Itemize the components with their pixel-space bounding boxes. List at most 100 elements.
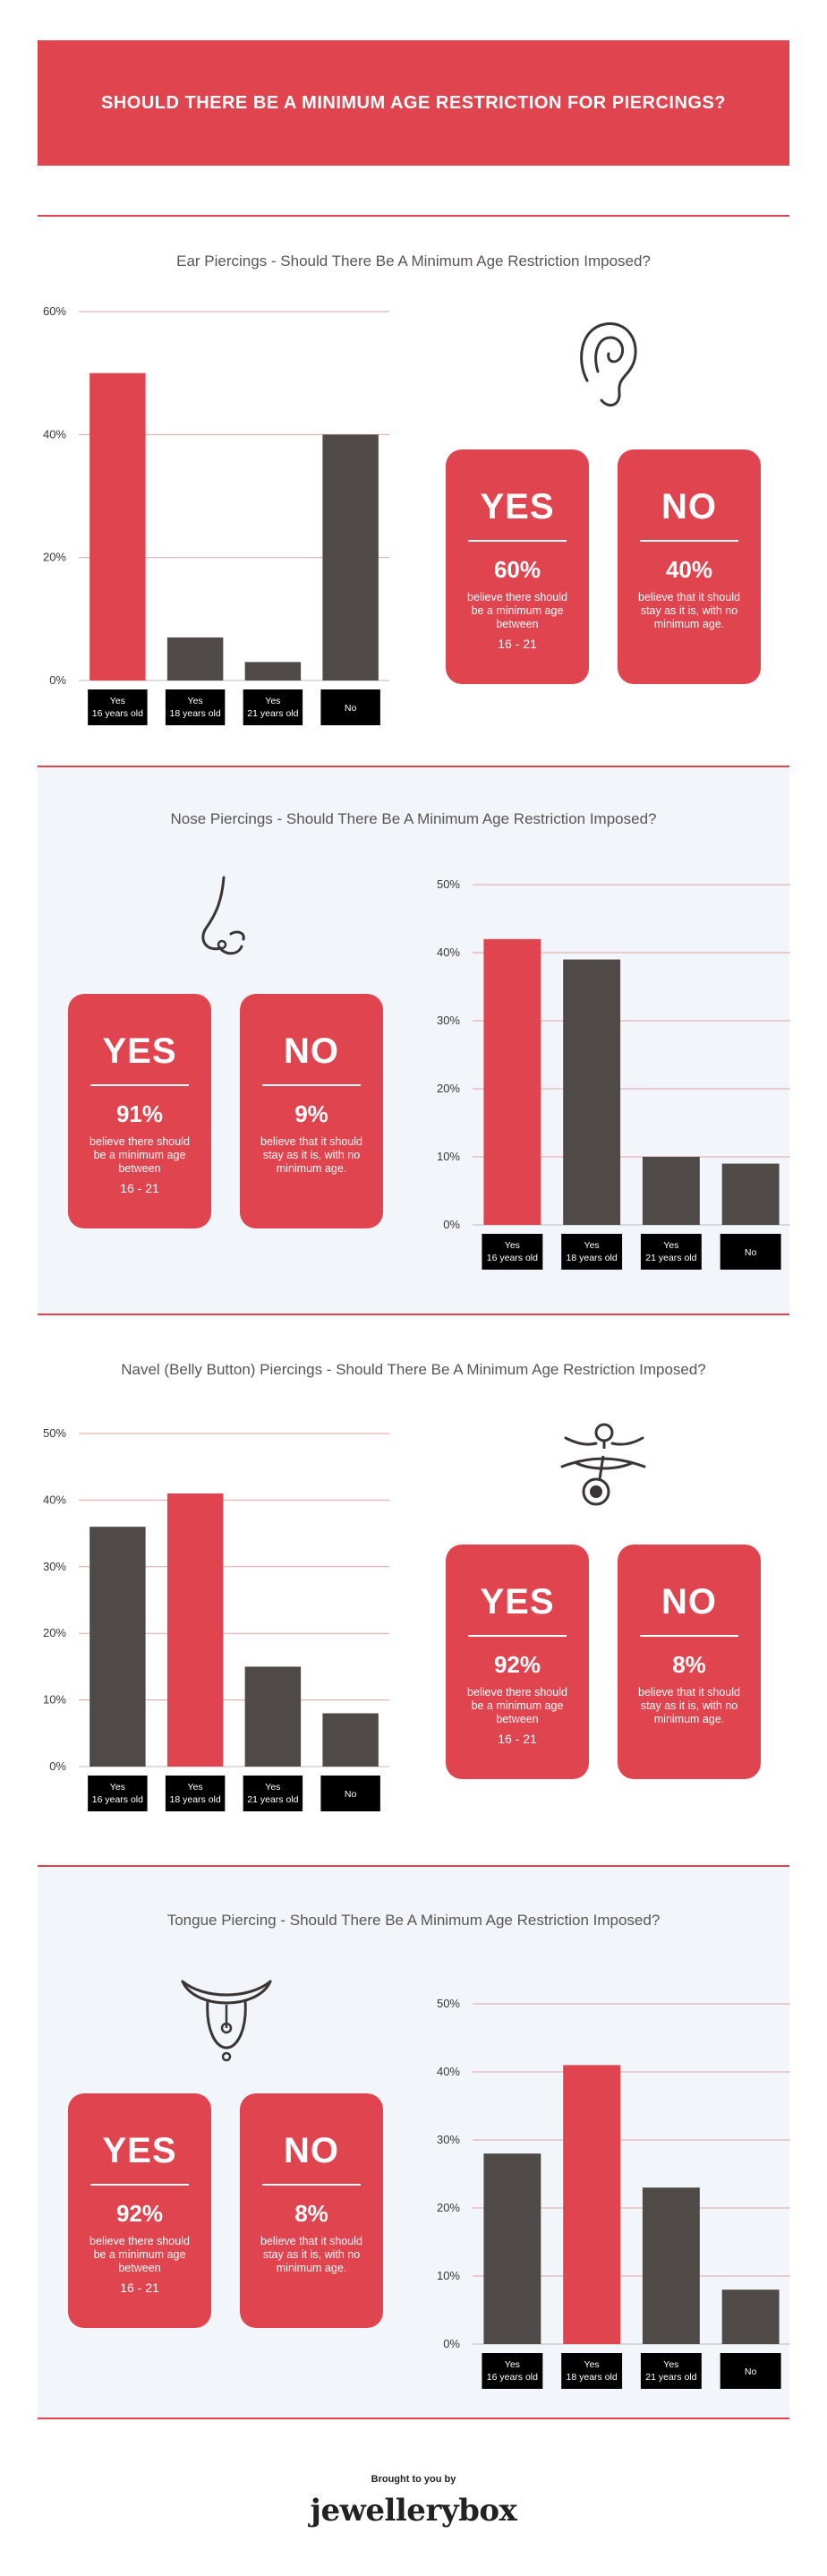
x-tick-label: Yes xyxy=(584,2359,600,2370)
x-label-box xyxy=(561,1234,623,1270)
no-percentage: 40% xyxy=(665,556,713,583)
x-label-box xyxy=(561,2353,623,2389)
no-description: believe that it should stay as it is, wi… xyxy=(260,1135,362,1175)
nose-icon xyxy=(201,876,245,955)
navel-icon xyxy=(560,1423,646,1506)
x-tick-label: Yes xyxy=(265,1782,280,1793)
y-tick-label: 40% xyxy=(43,427,66,441)
y-tick-label: 30% xyxy=(437,1014,460,1027)
y-tick-label: 0% xyxy=(443,1218,460,1231)
x-tick-label: Yes xyxy=(110,1782,125,1793)
no-label: NO xyxy=(661,487,717,526)
card-divider xyxy=(468,540,567,542)
ear-icon xyxy=(580,322,637,407)
y-tick-label: 50% xyxy=(437,1997,460,2010)
x-label-box xyxy=(165,689,226,725)
x-label-box xyxy=(320,689,380,725)
x-tick-label: Yes xyxy=(188,696,203,706)
no-description: believe that it should stay as it is, wi… xyxy=(638,591,740,630)
age-range: 16 - 21 xyxy=(498,637,537,651)
bar xyxy=(721,2289,780,2344)
section-title-nose: Nose Piercings - Should There Be A Minim… xyxy=(170,810,657,827)
divider xyxy=(38,1314,789,1315)
bar xyxy=(166,637,224,680)
y-tick-label: 30% xyxy=(437,2133,460,2146)
yes-description: believe there should be a minimum age be… xyxy=(467,1686,567,1725)
yes-description: believe there should be a minimum age be… xyxy=(90,1135,190,1175)
jewellerybox-logo: jewellerybox xyxy=(310,2493,517,2529)
navel-yes-card: YES 92% believe there should be a minimu… xyxy=(446,1545,589,1779)
card-divider xyxy=(90,1084,189,1086)
x-tick-label: Yes xyxy=(188,1782,203,1793)
bar xyxy=(90,1527,146,1767)
x-label-box xyxy=(640,1234,702,1270)
yes-description: believe there should be a minimum age be… xyxy=(467,591,567,630)
y-tick-label: 60% xyxy=(43,304,66,318)
bar xyxy=(642,2187,700,2344)
yes-percentage: 92% xyxy=(493,1651,541,1678)
y-tick-label: 0% xyxy=(49,1759,66,1773)
x-tick-label: 16 years old xyxy=(487,1253,538,1263)
x-tick-label: 16 years old xyxy=(92,708,143,719)
age-range: 16 - 21 xyxy=(498,1732,537,1746)
x-tick-label: 18 years old xyxy=(170,1794,221,1805)
x-tick-label: 21 years old xyxy=(247,708,298,719)
tongue-icon xyxy=(181,1980,272,2062)
x-tick-label: No xyxy=(345,703,357,714)
no-percentage: 8% xyxy=(672,1651,706,1678)
x-label-box xyxy=(720,1234,781,1270)
divider xyxy=(38,766,789,767)
no-label: NO xyxy=(284,1031,339,1071)
yes-percentage: 92% xyxy=(115,2200,164,2227)
section-title-navel: Navel (Belly Button) Piercings - Should … xyxy=(121,1361,706,1378)
x-tick-label: 16 years old xyxy=(487,2372,538,2383)
tongue-chart: 0% 10% 20% 30% 40% 50% Yes 16 years old Yes 18 ye… xyxy=(437,1997,790,2389)
navel-no-card: NO 8% believe that it should stay as it … xyxy=(618,1545,761,1779)
bar xyxy=(244,662,302,680)
x-tick-label: No xyxy=(745,2366,757,2377)
bar xyxy=(642,1157,700,1225)
y-tick-label: 30% xyxy=(43,1560,66,1573)
y-tick-label: 10% xyxy=(437,1150,460,1163)
y-tick-label: 10% xyxy=(437,2269,460,2282)
bar xyxy=(322,1713,379,1767)
x-tick-label: 18 years old xyxy=(567,1253,618,1263)
yes-label: YES xyxy=(480,1582,555,1622)
x-tick-label: No xyxy=(345,1789,357,1800)
bar xyxy=(721,1163,780,1225)
no-percentage: 8% xyxy=(294,2200,328,2227)
x-tick-label: Yes xyxy=(265,696,280,706)
nose-no-card: NO 9% believe that it should stay as it … xyxy=(240,994,383,1228)
ear-yes-card: YES 60% believe there should be a minimu… xyxy=(446,449,589,684)
tongue-yes-card: YES 92% believe there should be a minimu… xyxy=(68,2093,211,2328)
bar xyxy=(244,1666,302,1767)
page-title: SHOULD THERE BE A MINIMUM AGE RESTRICTIO… xyxy=(100,92,726,113)
no-description: believe that it should stay as it is, wi… xyxy=(260,2235,362,2274)
y-tick-label: 20% xyxy=(437,2201,460,2214)
x-tick-label: 21 years old xyxy=(247,1794,298,1805)
y-tick-label: 50% xyxy=(43,1426,66,1440)
bar xyxy=(563,2065,621,2344)
no-percentage: 9% xyxy=(294,1100,328,1127)
x-tick-label: Yes xyxy=(663,1240,678,1251)
tongue-no-card: NO 8% believe that it should stay as it … xyxy=(240,2093,383,2328)
x-tick-label: 18 years old xyxy=(567,2372,618,2383)
x-tick-label: 18 years old xyxy=(170,708,221,719)
card-divider xyxy=(262,1084,361,1086)
age-range: 16 - 21 xyxy=(120,1181,159,1195)
bar xyxy=(563,959,621,1225)
bar xyxy=(322,434,379,680)
section-title-tongue: Tongue Piercing - Should There Be A Mini… xyxy=(166,1912,661,1929)
x-label-box xyxy=(320,1776,380,1811)
card-divider xyxy=(640,540,738,542)
y-tick-label: 0% xyxy=(49,673,66,687)
divider xyxy=(38,2418,789,2419)
card-divider xyxy=(90,2184,189,2186)
yes-percentage: 91% xyxy=(115,1100,164,1127)
nose-yes-card: YES 91% believe there should be a minimu… xyxy=(68,994,211,1228)
card-divider xyxy=(468,1635,567,1637)
x-label-box xyxy=(720,2353,781,2389)
x-tick-label: Yes xyxy=(110,696,125,706)
bar xyxy=(90,372,146,680)
